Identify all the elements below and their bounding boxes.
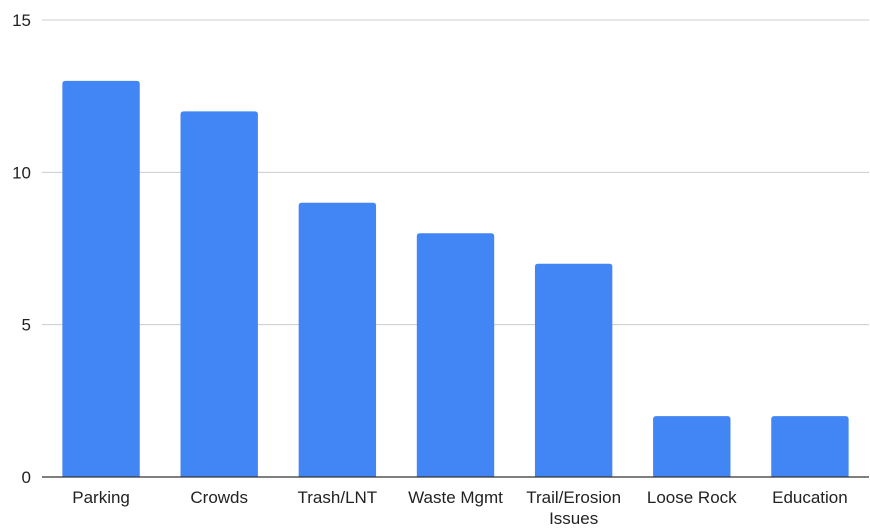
x-tick-label: Loose Rock [647,488,737,507]
bar-education [771,416,849,477]
bar-trail-erosion-issues [534,263,613,477]
y-tick-label: 15 [12,11,31,30]
x-tick-label: Education [772,488,848,507]
bar-crowds [180,111,258,478]
y-tick-label: 0 [22,468,31,487]
y-tick-label: 5 [22,316,31,335]
x-tick-label: Crowds [190,488,248,507]
y-tick-label: 10 [12,163,31,182]
bar-loose-rock [653,416,731,477]
x-tick-label: Trash/LNT [298,488,378,507]
x-tick-label: Waste Mgmt [408,488,503,507]
y-axis-tick-labels: 0 5 10 15 [12,11,31,487]
bar-parking [62,80,140,477]
x-tick-label: Trail/Erosion Issues [526,488,621,528]
bar-trash-lnt [298,202,377,478]
bars [62,80,849,478]
x-axis-tick-labels: Parking Crowds Trash/LNT Waste Mgmt Trail/Er… [72,488,847,528]
bar-waste-mgmt [416,233,495,477]
x-tick-label: Parking [72,488,130,507]
